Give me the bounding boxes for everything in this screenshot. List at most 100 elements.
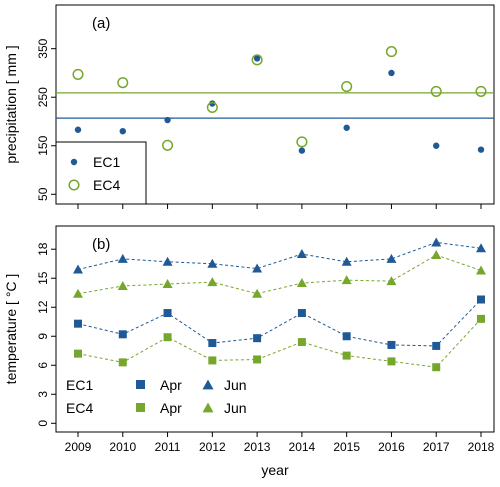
ec4-point-2012 bbox=[206, 101, 218, 113]
ec1-jun-point-2017 bbox=[431, 237, 442, 247]
panel-b-y-axis-title: temperature [ °C ] bbox=[3, 274, 19, 385]
ec4-apr-point-2012 bbox=[208, 356, 217, 365]
ec4-apr-point-2015 bbox=[342, 351, 351, 360]
ec4-point-2013 bbox=[251, 54, 263, 66]
x-tick-label-2011: 2011 bbox=[155, 440, 181, 454]
ec1-point-2009 bbox=[74, 126, 82, 133]
legend-ec1-apr-label: Apr bbox=[160, 377, 182, 393]
panel-b-label: (b) bbox=[92, 236, 110, 253]
ec1-apr-point-2009 bbox=[74, 319, 82, 328]
panel-a-reference-lines bbox=[56, 92, 494, 119]
ec4-jun-point-2012 bbox=[207, 277, 218, 287]
ec1-point-2010 bbox=[119, 127, 126, 135]
ec4-jun-point-2016 bbox=[386, 276, 397, 286]
ec4-jun-point-2017 bbox=[431, 250, 442, 260]
legend-ec1-row-label: EC1 bbox=[66, 377, 93, 393]
x-tick-label-2012: 2012 bbox=[199, 440, 226, 454]
ec1-apr-point-2015 bbox=[342, 332, 351, 341]
panel-a-legend-box bbox=[55, 141, 147, 205]
ec4-apr-point-2014 bbox=[297, 338, 306, 347]
panel-a-y-tick-label-350: 350 bbox=[36, 38, 50, 58]
ec4-point-2009 bbox=[72, 68, 84, 80]
ec1-apr-point-2010 bbox=[118, 330, 127, 339]
ec4-point-2017 bbox=[430, 85, 442, 97]
ec4-point-2018 bbox=[475, 85, 487, 97]
ec1-jun-point-2013 bbox=[252, 263, 263, 273]
ec4-point-2010 bbox=[117, 77, 129, 89]
ec1-jun-point-2011 bbox=[162, 256, 173, 266]
ec4-point-2014 bbox=[296, 136, 308, 148]
panel-b-y-tick-label-0: 0 bbox=[36, 420, 50, 427]
ec4-jun-point-2013 bbox=[252, 288, 263, 298]
ec4-apr-point-2013 bbox=[253, 355, 262, 364]
x-tick-label-2013: 2013 bbox=[244, 440, 271, 454]
ec1-point-2016 bbox=[388, 69, 395, 77]
ec4-jun-point-2010 bbox=[117, 280, 128, 290]
ec1-apr-point-2018 bbox=[477, 295, 485, 304]
x-tick-label-2009: 2009 bbox=[65, 440, 92, 454]
panel-b-y-tick-label-3: 3 bbox=[36, 391, 50, 398]
ec4-jun-point-2018 bbox=[476, 265, 486, 275]
ec4-jun-point-2015 bbox=[341, 275, 352, 285]
x-tick-label-2017: 2017 bbox=[423, 440, 450, 454]
ec1-point-2011 bbox=[164, 116, 171, 124]
legend-ec4-jun-label: Jun bbox=[224, 400, 247, 416]
ec1-apr-point-2012 bbox=[208, 339, 217, 348]
panel-a-legend: EC1 EC4 bbox=[55, 141, 147, 205]
ec1-point-2015 bbox=[343, 124, 350, 131]
ec1-jun-point-2012 bbox=[207, 258, 218, 268]
ec1-apr-point-2014 bbox=[297, 309, 306, 318]
panel-b-y-tick-label-9: 9 bbox=[36, 333, 50, 340]
ec4-point-2011 bbox=[162, 139, 174, 151]
ec1-jun-line bbox=[77, 241, 482, 271]
x-axis-title: year bbox=[261, 462, 289, 478]
panel-a-y-tick-label-50: 50 bbox=[36, 187, 50, 201]
ec1-apr-line bbox=[77, 299, 482, 347]
ec1-point-2018 bbox=[477, 146, 485, 153]
ec4-apr-point-2017 bbox=[432, 363, 441, 372]
panel-a-frame bbox=[55, 4, 495, 205]
legend-ec1-label: EC1 bbox=[93, 154, 120, 170]
panel-b-y-tick-label-6: 6 bbox=[36, 362, 50, 369]
panel-b-x-axis: 2009 2010 2011 2012 2013 2014 2015 2016 2017 2018 bbox=[65, 432, 495, 454]
legend-ec1-marker bbox=[70, 158, 78, 166]
panel-b-points bbox=[73, 237, 486, 372]
ec1-jun-point-2016 bbox=[386, 253, 397, 263]
ec4-apr-point-2010 bbox=[118, 358, 127, 367]
panel-a-label: (a) bbox=[92, 15, 110, 32]
panel-b-y-axis: 0 3 6 9 12 15 18 bbox=[36, 242, 56, 427]
panel-b-series-lines bbox=[77, 241, 482, 368]
x-tick-label-2016: 2016 bbox=[378, 440, 405, 454]
panel-b-frame bbox=[55, 225, 495, 433]
ec4-point-2016 bbox=[385, 46, 397, 58]
ec1-jun-point-2015 bbox=[341, 256, 352, 266]
ec4-apr-point-2016 bbox=[387, 357, 396, 366]
ec4-point-2015 bbox=[341, 80, 353, 93]
legend-ec4-jun-marker bbox=[202, 402, 214, 413]
ec4-jun-point-2011 bbox=[162, 279, 173, 289]
panel-a-y-tick-label-150: 150 bbox=[36, 135, 50, 155]
panel-b-y-tick-label-18: 18 bbox=[36, 242, 50, 256]
x-tick-label-2014: 2014 bbox=[289, 440, 316, 454]
ec4-apr-point-2018 bbox=[477, 314, 485, 323]
ec4-jun-line bbox=[77, 254, 482, 295]
ec1-apr-point-2013 bbox=[253, 334, 262, 343]
panel-b-y-tick-label-15: 15 bbox=[36, 271, 50, 285]
legend-ec4-row-label: EC4 bbox=[66, 400, 93, 416]
ec1-apr-point-2017 bbox=[432, 341, 441, 350]
ec4-apr-point-2009 bbox=[74, 349, 82, 358]
ec1-apr-point-2016 bbox=[387, 340, 396, 349]
legend-ec4-marker bbox=[68, 179, 80, 191]
panel-a: (a) precipitation [ mm ] 50 150 250 350 EC1… bbox=[3, 4, 495, 209]
legend-ec4-apr-marker bbox=[136, 403, 145, 412]
panel-a-x-axis bbox=[77, 204, 482, 209]
panel-b-legend: EC1 Apr Jun EC4 Apr Jun bbox=[66, 377, 247, 416]
legend-ec4-label: EC4 bbox=[93, 177, 120, 193]
panel-a-y-axis-title: precipitation [ mm ] bbox=[3, 45, 19, 163]
x-tick-label-2018: 2018 bbox=[468, 440, 495, 454]
ec1-jun-point-2009 bbox=[73, 264, 83, 274]
ec1-point-2014 bbox=[298, 147, 306, 154]
legend-ec1-jun-label: Jun bbox=[224, 377, 247, 393]
ec1-jun-point-2010 bbox=[117, 253, 128, 263]
